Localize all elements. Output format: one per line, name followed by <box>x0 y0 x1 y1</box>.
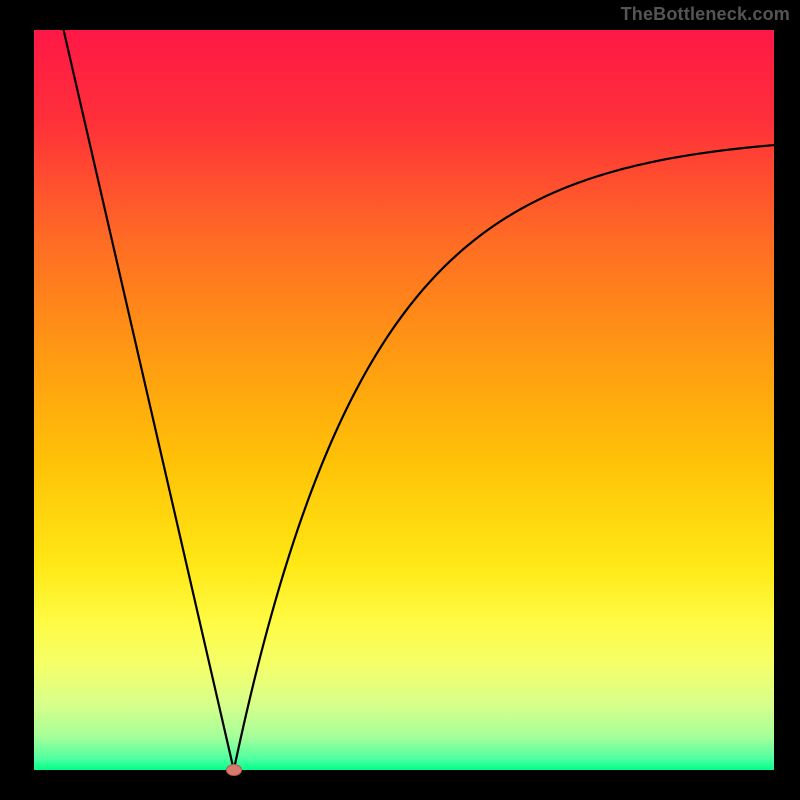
watermark-text: TheBottleneck.com <box>621 4 790 25</box>
bottleneck-curve <box>34 30 774 770</box>
chart-plot-area <box>34 30 774 770</box>
optimum-marker <box>226 764 242 776</box>
